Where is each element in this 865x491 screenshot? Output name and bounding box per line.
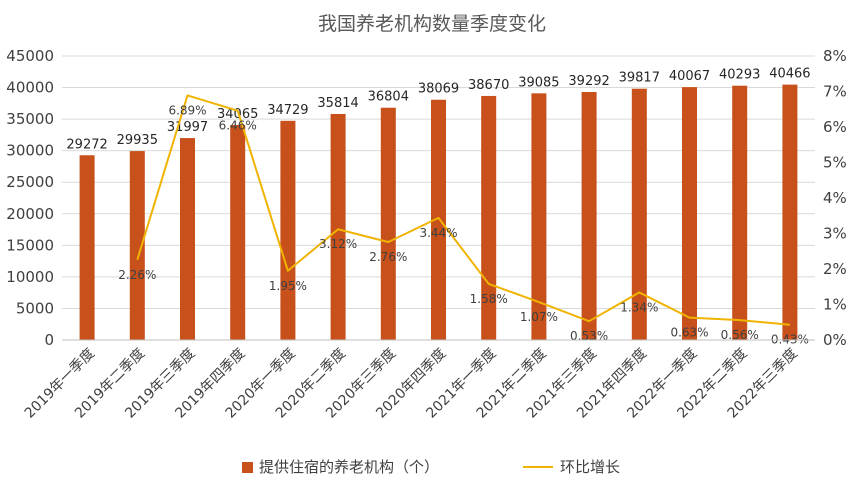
- left-tick-label: 30000: [6, 142, 54, 160]
- growth-data-label: 3.12%: [319, 237, 357, 251]
- left-tick-label: 0: [44, 331, 54, 349]
- bar-data-label: 35814: [317, 96, 358, 111]
- bar: [531, 93, 547, 340]
- bar: [79, 155, 95, 340]
- growth-data-label: 2.76%: [369, 250, 407, 264]
- bar-data-label: 40293: [719, 68, 760, 83]
- bar-data-label: 39292: [568, 74, 609, 89]
- bar-data-label: 39817: [619, 71, 660, 86]
- right-tick-label: 6%: [823, 118, 847, 136]
- growth-data-label: 0.63%: [670, 326, 708, 340]
- legend-line-label: 环比增长: [560, 458, 620, 476]
- left-tick-label: 45000: [6, 47, 54, 65]
- left-tick-label: 5000: [16, 299, 54, 317]
- growth-data-label: 2.26%: [118, 268, 156, 282]
- bar: [682, 87, 697, 340]
- legend: 提供住宿的养老机构（个） 环比增长: [242, 458, 620, 476]
- bar: [330, 113, 346, 340]
- right-tick-label: 8%: [823, 47, 847, 65]
- bar: [380, 107, 396, 341]
- right-tick-label: 5%: [823, 154, 847, 172]
- growth-data-label: 1.95%: [269, 279, 307, 293]
- bar-data-label: 34729: [267, 103, 308, 118]
- bar: [180, 138, 195, 340]
- left-axis: 0 5000 10000 15000 20000 25000 30000 35000 40000…: [6, 47, 54, 349]
- x-axis: 2019年一季度2019年二季度2019年三季度2019年四季度2020年一季度…: [22, 339, 815, 422]
- right-tick-label: 0%: [823, 331, 847, 349]
- bar-data-label: 40466: [769, 67, 810, 82]
- bar: [631, 88, 647, 341]
- right-tick-label: 4%: [823, 189, 847, 207]
- left-tick-label: 35000: [6, 110, 54, 128]
- bar-data-label: 40067: [669, 69, 710, 84]
- bar: [280, 120, 296, 341]
- bar: [581, 92, 597, 340]
- left-tick-label: 40000: [6, 79, 54, 97]
- right-tick-label: 1%: [823, 296, 847, 314]
- chart-title: 我国养老机构数量季度变化: [318, 13, 546, 35]
- legend-bar-label: 提供住宿的养老机构（个）: [259, 458, 439, 476]
- right-tick-label: 7%: [823, 83, 847, 101]
- growth-data-label: 1.34%: [620, 300, 658, 314]
- bar: [732, 85, 748, 341]
- growth-data-label: 6.89%: [168, 103, 206, 117]
- growth-data-label: 0.56%: [721, 328, 759, 342]
- growth-data-label: 6.46%: [219, 119, 257, 133]
- bar: [129, 151, 145, 340]
- growth-line: [136, 94, 790, 326]
- bar-data-label: 38069: [418, 82, 459, 97]
- left-tick-label: 20000: [6, 205, 54, 223]
- right-axis: 0% 1% 2% 3% 4% 5% 6% 7% 8%: [823, 47, 847, 349]
- left-tick-label: 25000: [6, 173, 54, 191]
- bar-data-label: 29935: [117, 133, 158, 148]
- bar-data-label: 39085: [518, 75, 559, 90]
- growth-data-label: 0.53%: [570, 329, 608, 343]
- bar-data-label: 34065: [217, 107, 258, 122]
- growth-data-label: 1.58%: [470, 292, 508, 306]
- bar-data-label: 31997: [167, 120, 208, 135]
- right-tick-label: 3%: [823, 225, 847, 243]
- left-tick-label: 10000: [6, 268, 54, 286]
- legend-bar-swatch: [242, 462, 253, 473]
- bar-series: 29272 29935 31997 34065 34729 35814 36804 38069…: [66, 67, 811, 341]
- right-tick-label: 2%: [823, 260, 847, 278]
- bar-data-label: 38670: [468, 78, 509, 93]
- bar: [431, 99, 446, 340]
- left-tick-label: 15000: [6, 236, 54, 254]
- bar-data-label: 29272: [66, 137, 107, 152]
- growth-data-label: 3.44%: [419, 226, 457, 240]
- bar-data-label: 36804: [368, 90, 409, 105]
- growth-data-label: 1.07%: [520, 310, 558, 324]
- line-series: 2.26% 6.89% 6.46% 1.95% 3.12% 2.76% 3.44% 1.58%…: [118, 94, 809, 347]
- bar: [782, 84, 798, 340]
- bar: [230, 125, 246, 341]
